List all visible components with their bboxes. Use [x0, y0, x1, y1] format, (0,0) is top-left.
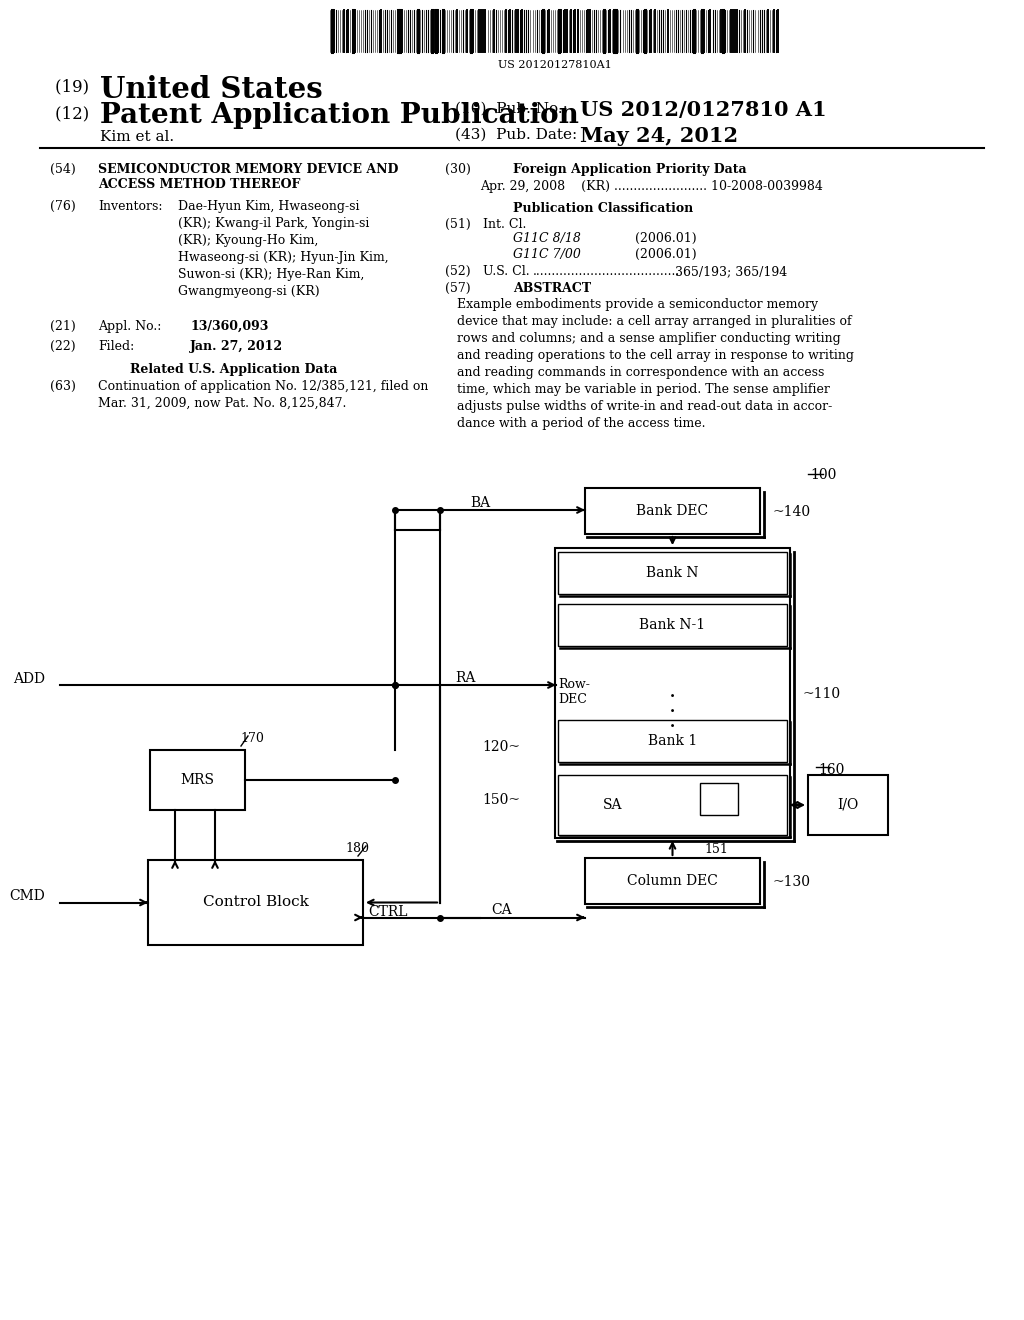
Text: Row-
DEC: Row- DEC [558, 678, 590, 706]
Text: Column DEC: Column DEC [627, 874, 718, 888]
Text: Example embodiments provide a semiconductor memory
device that may include: a ce: Example embodiments provide a semiconduc… [457, 298, 854, 430]
Text: Kim et al.: Kim et al. [100, 129, 174, 144]
Text: (76): (76) [50, 201, 76, 213]
Text: (22): (22) [50, 341, 76, 352]
Text: (12): (12) [55, 106, 94, 121]
Text: (2006.01): (2006.01) [635, 232, 696, 246]
Text: 365/193; 365/194: 365/193; 365/194 [675, 265, 787, 279]
Bar [700, 783, 738, 814]
Text: G11C 8/18: G11C 8/18 [513, 232, 581, 246]
Text: US 20120127810A1: US 20120127810A1 [498, 59, 612, 70]
Text: Int. Cl.: Int. Cl. [483, 218, 526, 231]
Text: Bank N: Bank N [646, 566, 698, 579]
Text: .: . [669, 696, 676, 717]
Text: 13/360,093: 13/360,093 [190, 319, 268, 333]
Text: U.S. Cl.: U.S. Cl. [483, 265, 529, 279]
Text: ~110: ~110 [802, 686, 840, 701]
Text: Inventors:: Inventors: [98, 201, 163, 213]
Text: SA: SA [603, 799, 623, 812]
Text: (2006.01): (2006.01) [635, 248, 696, 261]
Text: ~130: ~130 [772, 875, 810, 888]
Text: (51): (51) [445, 218, 471, 231]
Text: .: . [669, 680, 676, 702]
Text: MRS: MRS [180, 774, 214, 787]
Text: Continuation of application No. 12/385,121, filed on
Mar. 31, 2009, now Pat. No.: Continuation of application No. 12/385,1… [98, 380, 428, 411]
Text: Patent Application Publication: Patent Application Publication [100, 102, 579, 129]
Text: CTRL: CTRL [368, 906, 408, 920]
Bar [585, 488, 760, 535]
Text: Apr. 29, 2008    (KR) ........................ 10-2008-0039984: Apr. 29, 2008 (KR) .....................… [480, 180, 823, 193]
Text: BA: BA [470, 496, 490, 510]
Text: I/O: I/O [838, 799, 859, 812]
Text: RA: RA [456, 671, 476, 685]
Bar [585, 858, 760, 904]
Text: (43)  Pub. Date:: (43) Pub. Date: [455, 128, 578, 143]
Text: United States: United States [100, 75, 323, 104]
Text: Foreign Application Priority Data: Foreign Application Priority Data [513, 162, 746, 176]
Text: Filed:: Filed: [98, 341, 134, 352]
Text: Appl. No.:: Appl. No.: [98, 319, 162, 333]
Bar [558, 605, 787, 645]
Text: 150~: 150~ [482, 793, 520, 807]
Text: 180: 180 [345, 842, 369, 855]
Text: 160: 160 [818, 763, 845, 777]
Text: (57): (57) [445, 282, 471, 294]
Text: 100: 100 [810, 469, 837, 482]
Text: Related U.S. Application Data: Related U.S. Application Data [130, 363, 337, 376]
Text: US 2012/0127810 A1: US 2012/0127810 A1 [580, 100, 826, 120]
Bar [150, 750, 245, 810]
Text: Bank 1: Bank 1 [648, 734, 697, 748]
Bar [808, 775, 888, 836]
Text: ADD: ADD [13, 672, 45, 686]
Text: (63): (63) [50, 380, 76, 393]
Text: Jan. 27, 2012: Jan. 27, 2012 [190, 341, 283, 352]
Text: CMD: CMD [9, 890, 45, 903]
Text: Bank N-1: Bank N-1 [639, 618, 706, 632]
Text: ......................................: ...................................... [534, 265, 680, 279]
Bar [558, 775, 787, 836]
Text: Dae-Hyun Kim, Hwaseong-si
(KR); Kwang-il Park, Yongin-si
(KR); Kyoung-Ho Kim,
Hw: Dae-Hyun Kim, Hwaseong-si (KR); Kwang-il… [178, 201, 389, 298]
Text: (10)  Pub. No.:: (10) Pub. No.: [455, 102, 568, 116]
Bar [558, 552, 787, 594]
Text: 151: 151 [705, 843, 728, 855]
Text: Bank DEC: Bank DEC [637, 504, 709, 517]
Text: May 24, 2012: May 24, 2012 [580, 125, 738, 147]
Bar [558, 719, 787, 762]
Text: G11C 7/00: G11C 7/00 [513, 248, 581, 261]
Text: ABSTRACT: ABSTRACT [513, 282, 591, 294]
Text: 170: 170 [240, 733, 264, 744]
Text: (52): (52) [445, 265, 471, 279]
Bar [555, 548, 790, 838]
Text: .: . [669, 710, 676, 733]
Bar [148, 861, 362, 945]
Text: (19): (19) [55, 78, 94, 95]
Text: (21): (21) [50, 319, 76, 333]
Text: (30): (30) [445, 162, 471, 176]
Text: ~140: ~140 [772, 506, 810, 519]
Text: Control Block: Control Block [203, 895, 308, 909]
Text: (54): (54) [50, 162, 76, 176]
Text: Publication Classification: Publication Classification [513, 202, 693, 215]
Text: SEMICONDUCTOR MEMORY DEVICE AND
ACCESS METHOD THEREOF: SEMICONDUCTOR MEMORY DEVICE AND ACCESS M… [98, 162, 398, 191]
Text: CA: CA [492, 903, 512, 917]
Text: 120~: 120~ [482, 741, 520, 754]
